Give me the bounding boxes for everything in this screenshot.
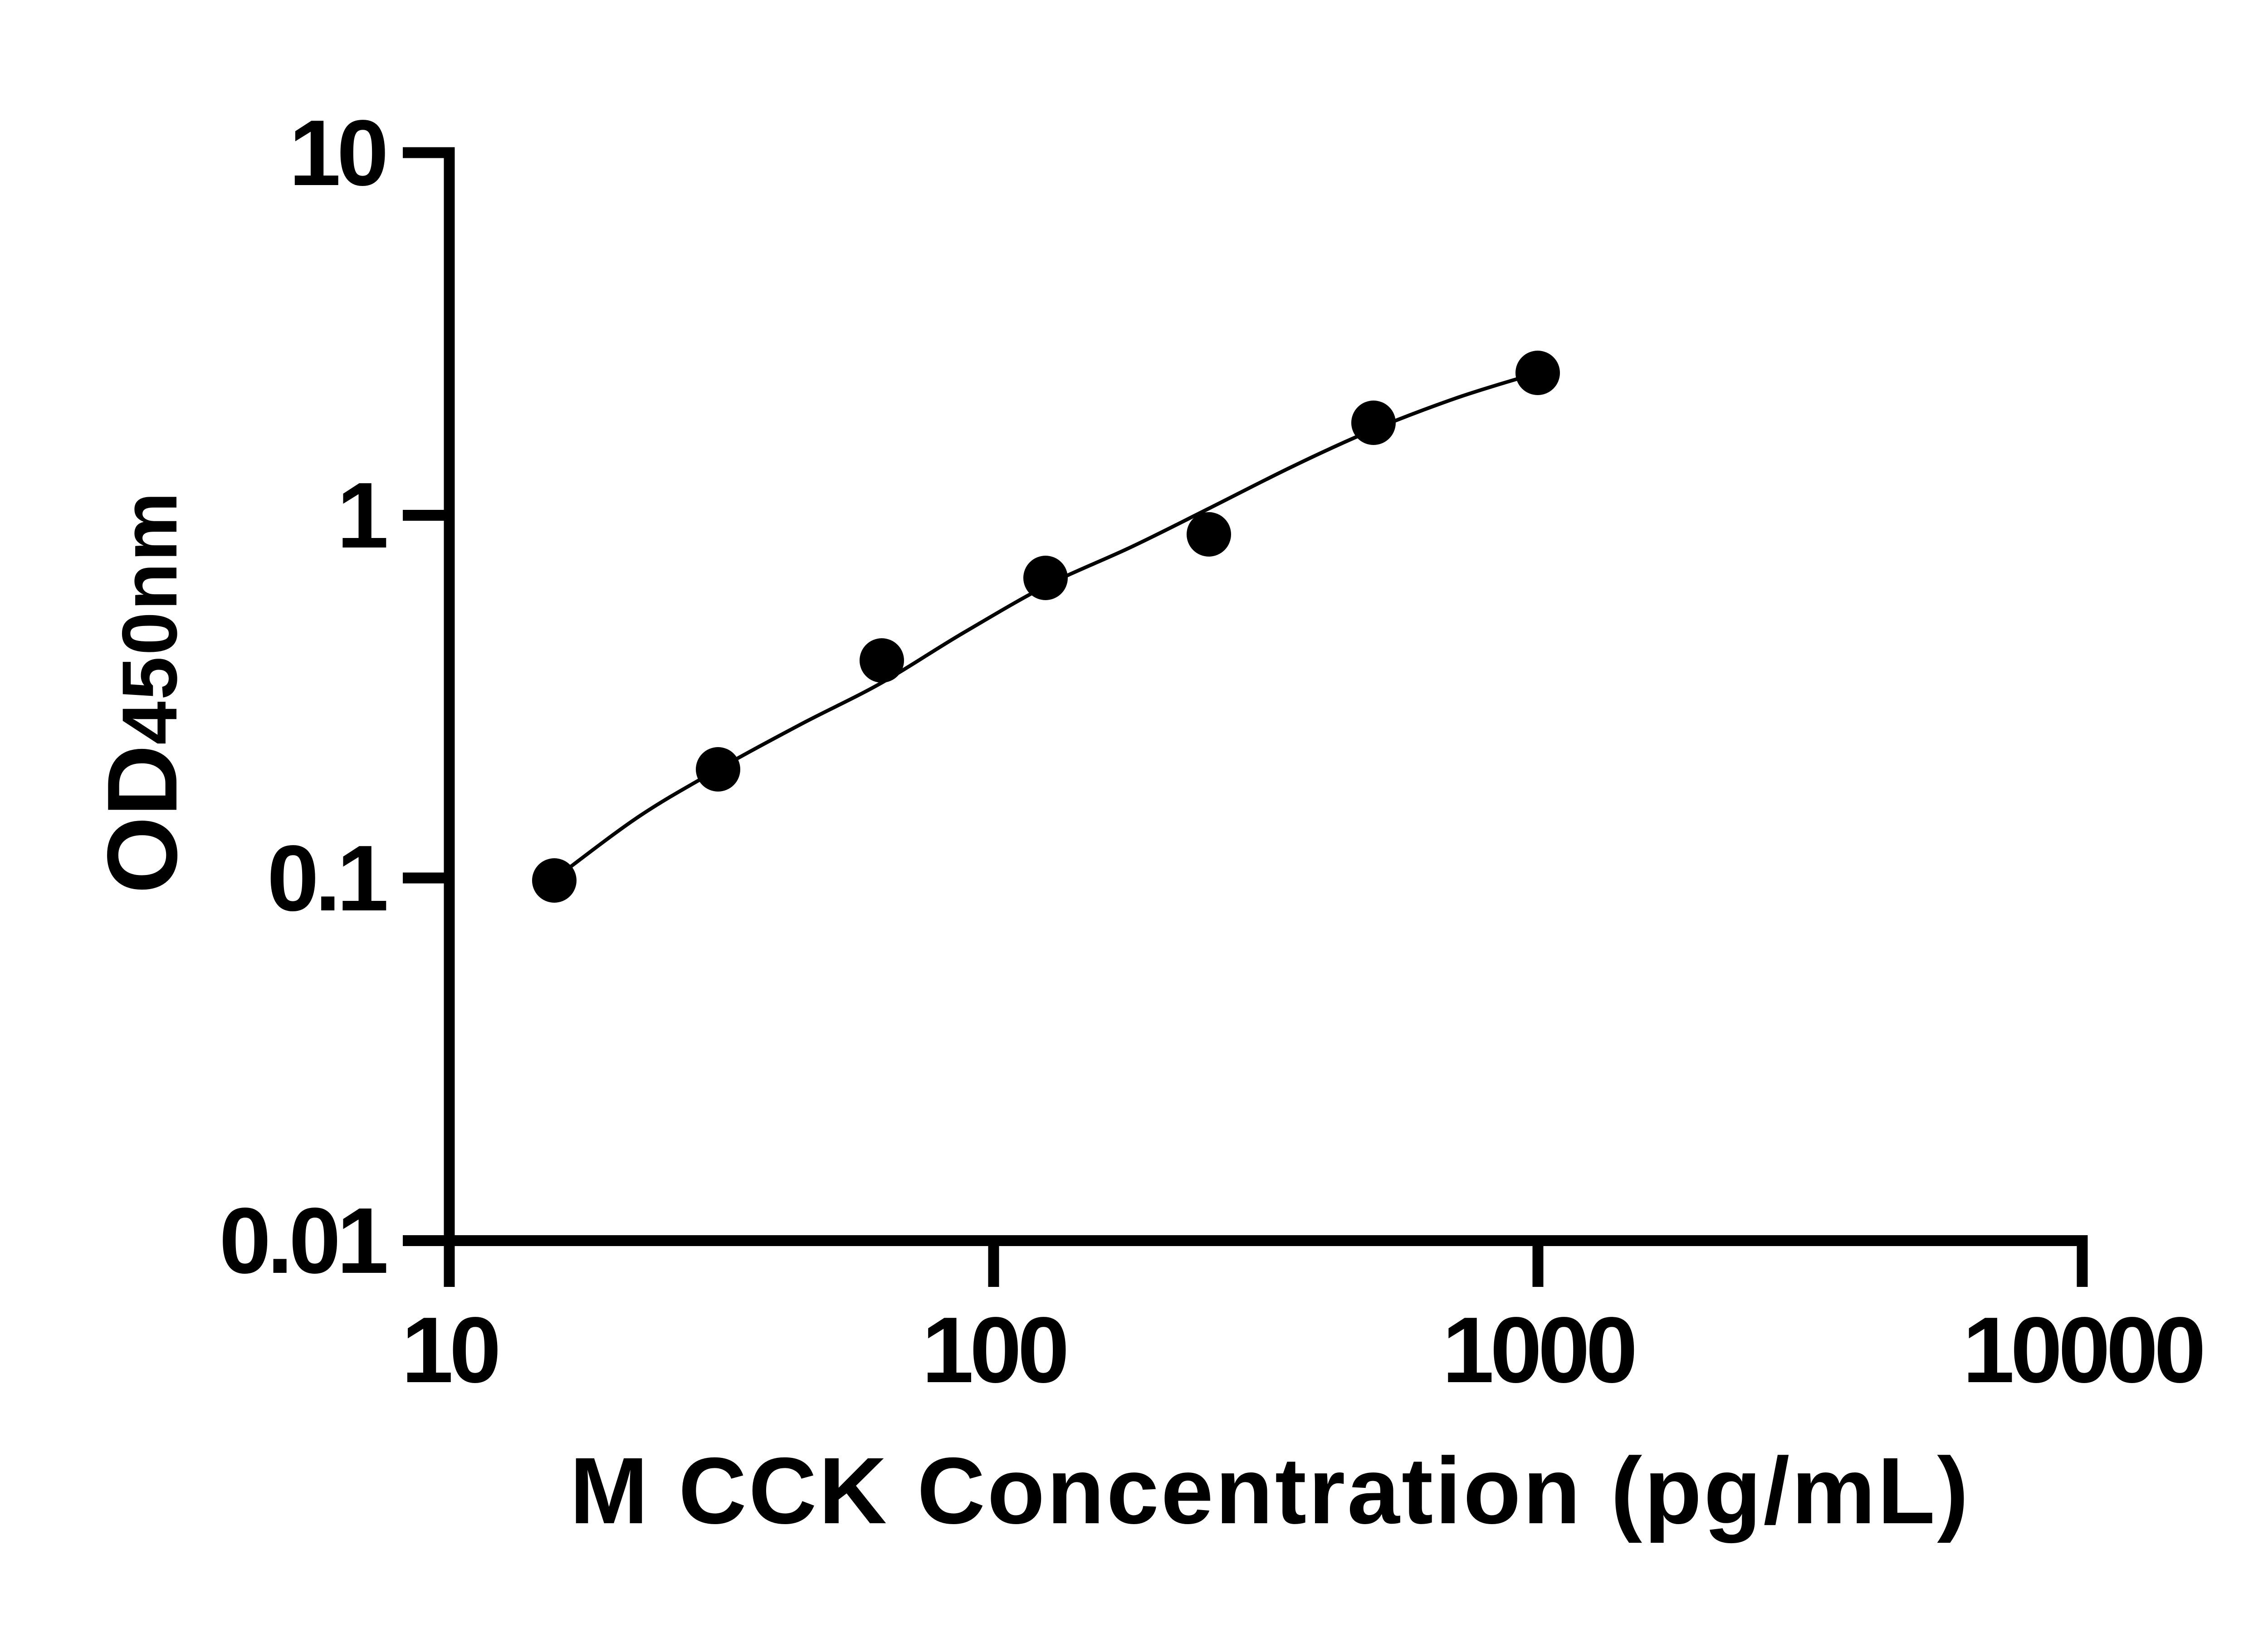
svg-text:0.1: 0.1 — [267, 826, 386, 930]
svg-text:0.01: 0.01 — [219, 1188, 386, 1293]
svg-text:100: 100 — [922, 1298, 1066, 1402]
svg-text:OD450nm: OD450nm — [87, 491, 198, 894]
svg-text:10: 10 — [401, 1298, 498, 1402]
svg-text:1: 1 — [337, 463, 386, 567]
svg-text:M CCK Concentration (pg/mL): M CCK Concentration (pg/mL) — [570, 1438, 1970, 1544]
svg-text:10000: 10000 — [1963, 1298, 2203, 1402]
svg-text:1000: 1000 — [1442, 1298, 1634, 1402]
svg-text:10: 10 — [289, 101, 386, 205]
